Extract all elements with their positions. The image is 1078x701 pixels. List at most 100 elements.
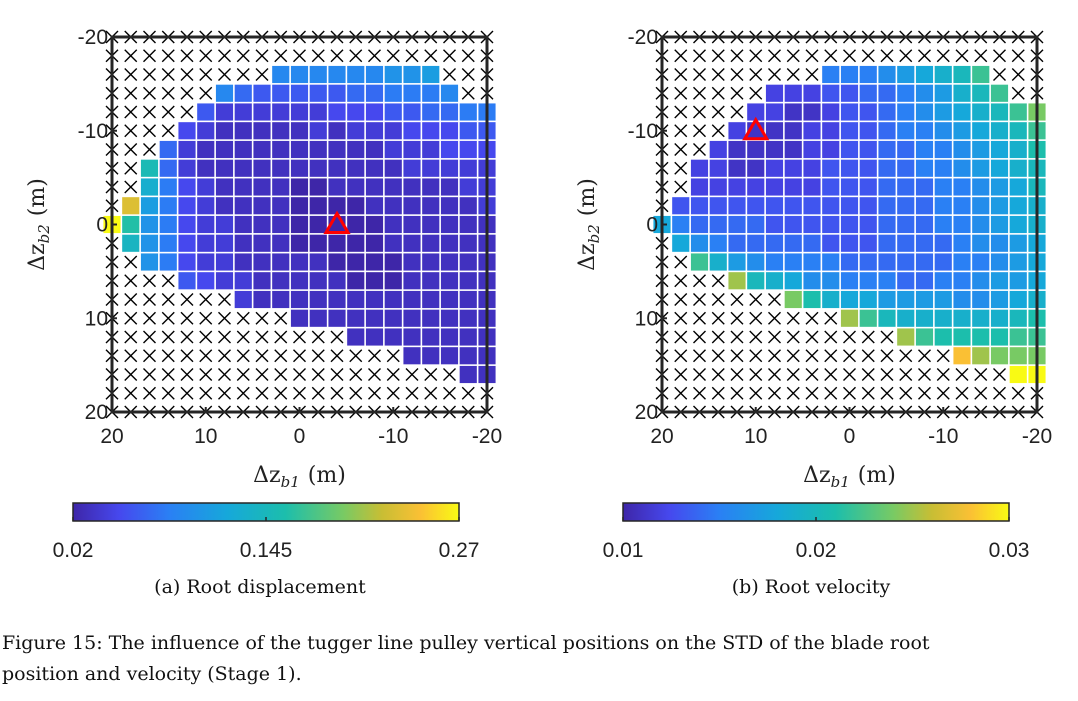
empty-cell-cross xyxy=(805,330,819,344)
heatmap-cell xyxy=(328,197,346,215)
heatmap-cell xyxy=(197,197,215,215)
heatmap-cell xyxy=(897,65,915,84)
colorbar-tick-label: 0.02 xyxy=(796,539,837,562)
heatmap-cell xyxy=(747,197,765,215)
heatmap-cell xyxy=(1009,234,1027,252)
heatmap-cell xyxy=(215,234,234,252)
heatmap-cell xyxy=(422,272,440,290)
heatmap-cell xyxy=(440,159,459,177)
heatmap-cell xyxy=(328,178,346,196)
heatmap-cell xyxy=(990,103,1009,121)
heatmap-cell xyxy=(309,103,327,121)
empty-cell-cross xyxy=(674,311,688,325)
heatmap-cell xyxy=(290,234,309,252)
empty-cell-cross xyxy=(711,124,725,138)
heatmap-cell xyxy=(290,65,309,84)
heatmap-cell xyxy=(272,272,290,290)
empty-cell-cross xyxy=(161,330,175,344)
heatmap-cell xyxy=(365,253,384,271)
heatmap-cell xyxy=(728,253,746,271)
empty-cell-cross xyxy=(368,349,381,363)
empty-cell-cross xyxy=(768,368,781,381)
empty-cell-cross xyxy=(824,349,838,363)
heatmap-panel-b: 20 -20 10 -10 0 0 -10 10 -20 20 Δzb1 (m) Δzb2(m) 0.01… xyxy=(575,26,1052,562)
empty-cell-cross xyxy=(674,368,688,381)
heatmap-cell xyxy=(972,84,990,102)
empty-cell-cross xyxy=(824,330,838,344)
heatmap-cell xyxy=(784,178,802,196)
heatmap-cell xyxy=(765,197,784,215)
empty-cell-cross xyxy=(768,349,781,363)
heatmap-cell xyxy=(347,290,365,309)
empty-cell-cross xyxy=(749,368,763,381)
y-axis-label: Δzb2(m) xyxy=(25,178,53,271)
optimum-triangle-marker xyxy=(742,116,770,141)
figure-caption-line-1: Figure 15: The influence of the tugger l… xyxy=(2,632,930,654)
heatmap-cell xyxy=(272,140,290,159)
empty-cell-cross xyxy=(749,86,763,100)
heatmap-cell xyxy=(215,103,234,121)
y-tick-label: 20 xyxy=(635,401,658,424)
empty-cell-cross xyxy=(255,349,269,363)
x-tick-label: 0 xyxy=(294,425,306,448)
heatmap-cell xyxy=(897,197,915,215)
empty-cell-cross xyxy=(693,124,706,138)
empty-cell-cross xyxy=(936,386,950,400)
x-tick-label: 10 xyxy=(744,425,767,448)
heatmap-cell xyxy=(422,140,440,159)
empty-cell-cross xyxy=(161,49,175,63)
heatmap-cell xyxy=(122,215,140,234)
heatmap-cell xyxy=(728,215,746,234)
heatmap-cell xyxy=(784,84,802,102)
heatmap-cell xyxy=(953,159,971,177)
empty-cell-cross xyxy=(218,311,231,325)
heatmap-cell xyxy=(365,309,384,327)
heatmap-cell xyxy=(290,197,309,215)
heatmap-cell xyxy=(215,272,234,290)
heatmap-cell xyxy=(365,178,384,196)
empty-cell-cross xyxy=(143,49,156,63)
heatmap-cell xyxy=(365,122,384,140)
empty-cell-cross xyxy=(161,124,175,138)
heatmap-cell xyxy=(234,272,252,290)
empty-cell-cross xyxy=(805,49,819,63)
x-tick-label: -10 xyxy=(928,425,958,448)
heatmap-cell xyxy=(253,290,271,309)
heatmap-cell xyxy=(422,347,440,365)
heatmap-cell xyxy=(272,253,290,271)
empty-cell-cross xyxy=(899,349,913,363)
y-tick-label: -20 xyxy=(78,26,108,49)
heatmap-cell xyxy=(803,140,821,159)
heatmap-cell xyxy=(347,234,365,252)
heatmap-cell xyxy=(365,140,384,159)
empty-cell-cross xyxy=(674,86,688,100)
heatmap-cell xyxy=(747,215,765,234)
heatmap-cell xyxy=(822,140,840,159)
empty-cell-cross xyxy=(936,349,950,363)
heatmap-cell xyxy=(403,253,421,271)
heatmap-cell xyxy=(728,272,746,290)
heatmap-cell xyxy=(403,197,421,215)
empty-cell-cross xyxy=(711,386,725,400)
empty-cell-cross xyxy=(161,86,175,100)
empty-cell-cross xyxy=(161,349,175,363)
heatmap-cell xyxy=(709,234,727,252)
empty-cell-cross xyxy=(368,368,381,381)
empty-cell-cross xyxy=(693,368,706,381)
heatmap-cell xyxy=(803,84,821,102)
empty-cell-cross xyxy=(768,293,781,306)
heatmap-cell xyxy=(990,178,1009,196)
empty-cell-cross xyxy=(293,386,306,400)
empty-cell-cross xyxy=(861,49,875,63)
empty-cell-cross xyxy=(843,330,856,344)
empty-cell-cross xyxy=(386,349,400,363)
empty-cell-cross xyxy=(143,105,156,119)
empty-cell-cross xyxy=(199,330,213,344)
heatmap-cell xyxy=(272,178,290,196)
heatmap-cell xyxy=(915,178,934,196)
empty-cell-cross xyxy=(861,386,875,400)
heatmap-cell xyxy=(803,197,821,215)
heatmap-cell xyxy=(328,272,346,290)
empty-cell-cross xyxy=(461,49,475,63)
y-tick-label: 10 xyxy=(85,307,108,330)
